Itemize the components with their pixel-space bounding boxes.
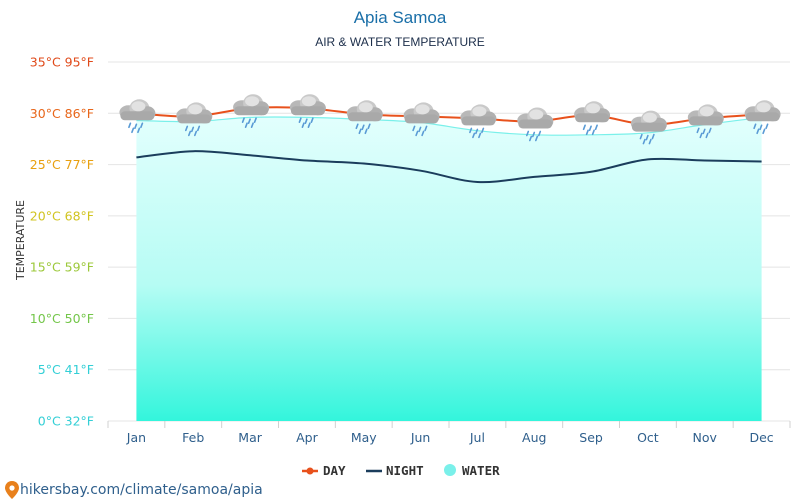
y-tick-label: 15°C 59°F	[30, 260, 94, 275]
y-tick-label: 0°C 32°F	[38, 414, 94, 429]
y-tick-label: 20°C 68°F	[30, 208, 94, 223]
legend-item-water[interactable]: WATER	[444, 463, 500, 478]
x-tick-label: Jan	[126, 430, 146, 445]
legend-item-night[interactable]: NIGHT	[366, 463, 424, 478]
y-tick-label: 25°C 77°F	[30, 157, 94, 172]
legend-water-label: WATER	[462, 463, 500, 478]
water-area	[136, 116, 762, 421]
y-axis: 0°C 32°F 5°C 41°F 10°C 50°F 15°C 59°F 20°C 6…	[30, 55, 94, 429]
x-tick-label: May	[351, 430, 377, 445]
source-link[interactable]: hikersbay.com/climate/samoa/apia	[5, 481, 263, 499]
legend-water-dot	[444, 464, 456, 476]
legend-day-label: DAY	[323, 463, 346, 478]
legend: DAY NIGHT WATER	[302, 463, 500, 478]
y-axis-label: TEMPERATURE	[14, 200, 27, 281]
x-tick-label: Feb	[182, 430, 204, 445]
x-tick-label: Nov	[693, 430, 718, 445]
x-tick-label: Apr	[296, 430, 318, 445]
location-pin-icon	[5, 481, 19, 499]
legend-item-day[interactable]: DAY	[302, 463, 346, 478]
legend-night-label: NIGHT	[386, 463, 424, 478]
x-tick-label: Dec	[749, 430, 773, 445]
night-line	[136, 150, 762, 184]
x-tick-label: Jul	[469, 430, 485, 445]
rain-cloud-icon	[573, 100, 611, 136]
x-tick-label: Mar	[238, 430, 262, 445]
legend-day-dot	[306, 467, 314, 475]
y-tick-label: 30°C 86°F	[30, 106, 94, 121]
water-line	[136, 116, 762, 136]
chart-subtitle: AIR & WATER TEMPERATURE	[315, 35, 485, 49]
y-tick-label: 35°C 95°F	[30, 55, 94, 70]
x-tick-label: Sep	[579, 430, 603, 445]
night-series	[136, 150, 762, 184]
source-url[interactable]: hikersbay.com/climate/samoa/apia	[20, 482, 263, 498]
y-tick-label: 5°C 41°F	[38, 362, 94, 377]
x-tick-label: Aug	[522, 430, 546, 445]
y-tick-label: 10°C 50°F	[30, 311, 94, 326]
chart-title: Apia Samoa	[354, 8, 447, 27]
x-axis: Jan Feb Mar Apr May Jun Jul Aug Sep Oct Nov Dec	[107, 421, 791, 445]
x-tick-label: Oct	[637, 430, 659, 445]
x-tick-label: Jun	[410, 430, 431, 445]
water-series	[136, 116, 762, 421]
